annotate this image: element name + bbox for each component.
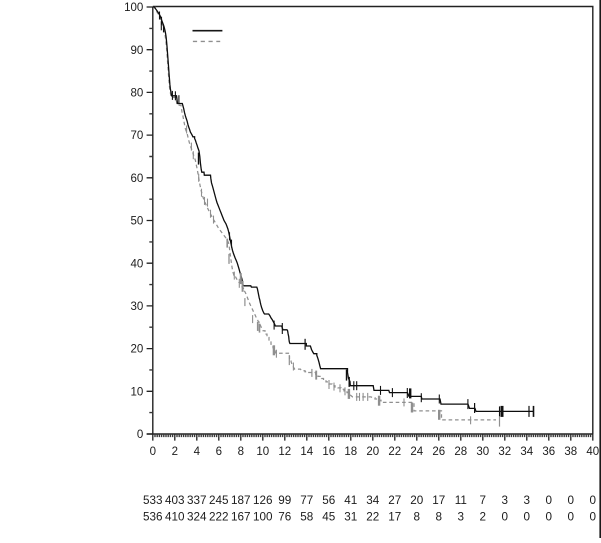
svg-text:0: 0 <box>568 494 575 507</box>
svg-text:2: 2 <box>172 446 178 458</box>
svg-text:8: 8 <box>436 510 443 523</box>
svg-text:126: 126 <box>253 494 273 507</box>
svg-text:0: 0 <box>524 510 531 523</box>
svg-text:2: 2 <box>480 510 487 523</box>
svg-text:34: 34 <box>366 494 380 507</box>
svg-text:0: 0 <box>150 446 156 458</box>
svg-text:0: 0 <box>502 510 509 523</box>
svg-text:28: 28 <box>454 446 467 458</box>
svg-text:100: 100 <box>124 2 143 14</box>
svg-text:4: 4 <box>194 446 201 458</box>
svg-text:3: 3 <box>524 494 531 507</box>
svg-text:32: 32 <box>498 446 511 458</box>
svg-text:41: 41 <box>344 494 357 507</box>
svg-text:410: 410 <box>165 510 185 523</box>
svg-text:3: 3 <box>458 510 465 523</box>
svg-text:36: 36 <box>542 446 555 458</box>
svg-text:337: 337 <box>187 494 207 507</box>
svg-text:403: 403 <box>165 494 185 507</box>
svg-text:6: 6 <box>216 446 222 458</box>
svg-text:167: 167 <box>231 510 251 523</box>
svg-text:24: 24 <box>410 446 423 458</box>
svg-text:56: 56 <box>322 494 335 507</box>
svg-text:14: 14 <box>300 446 313 458</box>
svg-text:90: 90 <box>131 45 144 57</box>
svg-text:3: 3 <box>502 494 509 507</box>
svg-text:12: 12 <box>278 446 291 458</box>
svg-text:20: 20 <box>410 494 424 507</box>
svg-text:187: 187 <box>231 494 251 507</box>
svg-text:536: 536 <box>143 510 163 523</box>
svg-text:76: 76 <box>278 510 291 523</box>
svg-text:30: 30 <box>131 301 144 313</box>
svg-text:16: 16 <box>322 446 335 458</box>
svg-text:0: 0 <box>137 429 143 441</box>
svg-text:100: 100 <box>253 510 273 523</box>
svg-text:10: 10 <box>131 386 144 398</box>
svg-text:17: 17 <box>432 494 445 507</box>
svg-text:324: 324 <box>187 510 207 523</box>
svg-text:17: 17 <box>388 510 401 523</box>
svg-text:0: 0 <box>590 494 597 507</box>
svg-text:10: 10 <box>256 446 269 458</box>
svg-text:20: 20 <box>366 446 379 458</box>
svg-text:18: 18 <box>344 446 357 458</box>
svg-text:77: 77 <box>300 494 313 507</box>
svg-text:40: 40 <box>586 446 599 458</box>
svg-text:533: 533 <box>143 494 163 507</box>
svg-text:34: 34 <box>520 446 533 458</box>
svg-text:22: 22 <box>366 510 379 523</box>
svg-text:8: 8 <box>238 446 244 458</box>
svg-text:38: 38 <box>564 446 577 458</box>
svg-text:45: 45 <box>322 510 336 523</box>
svg-text:8: 8 <box>414 510 421 523</box>
svg-text:26: 26 <box>432 446 445 458</box>
svg-text:99: 99 <box>278 494 291 507</box>
svg-text:7: 7 <box>480 494 487 507</box>
svg-text:0: 0 <box>568 510 575 523</box>
svg-text:60: 60 <box>131 173 144 185</box>
svg-text:27: 27 <box>388 494 401 507</box>
svg-text:80: 80 <box>131 88 144 100</box>
svg-text:58: 58 <box>300 510 313 523</box>
svg-text:0: 0 <box>546 510 553 523</box>
svg-text:245: 245 <box>209 494 229 507</box>
svg-text:70: 70 <box>131 130 144 142</box>
svg-text:0: 0 <box>546 494 553 507</box>
svg-text:22: 22 <box>388 446 401 458</box>
svg-text:30: 30 <box>476 446 489 458</box>
svg-text:0: 0 <box>590 510 597 523</box>
svg-text:50: 50 <box>131 216 144 228</box>
svg-text:40: 40 <box>131 258 144 270</box>
svg-text:222: 222 <box>209 510 229 523</box>
svg-text:20: 20 <box>131 344 144 356</box>
svg-text:31: 31 <box>344 510 357 523</box>
svg-text:11: 11 <box>455 494 467 507</box>
